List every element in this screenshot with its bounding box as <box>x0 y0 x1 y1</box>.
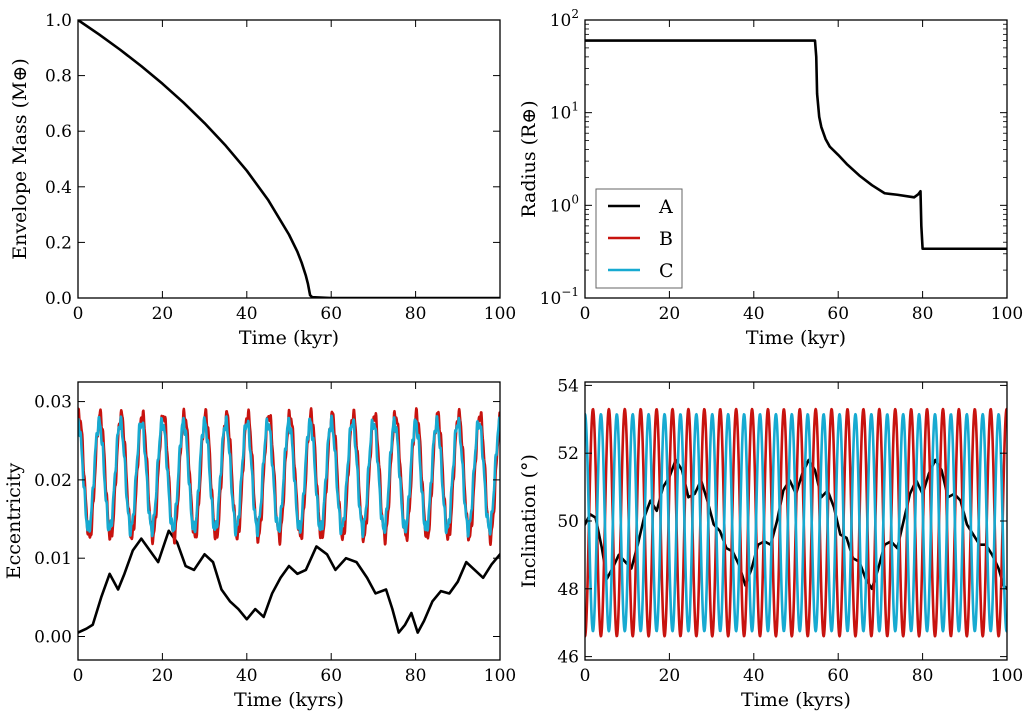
x-tick-label: 80 <box>912 304 934 324</box>
x-tick-label: 0 <box>73 666 84 686</box>
x-tick-label: 20 <box>659 304 681 324</box>
y-tick-label: 0.2 <box>45 233 72 253</box>
x-tick-label: 60 <box>827 304 849 324</box>
y-tick-label: 0.6 <box>45 122 72 142</box>
y-tick-label: 0.4 <box>45 178 72 198</box>
x-axis-label: Time (kyrs) <box>234 689 344 711</box>
y-tick-label: 46 <box>557 648 579 668</box>
panel-inclination: 0 20 40 60 80 100 46 48 50 52 54 Time (kyrs) Inclina… <box>518 376 1023 711</box>
series-A-line <box>78 20 500 298</box>
legend: ABC <box>595 188 683 289</box>
legend-label-A: A <box>658 196 673 218</box>
x-tick-label: 20 <box>152 666 174 686</box>
x-tick-label: 80 <box>405 666 427 686</box>
y-tick-label: 0.02 <box>34 471 72 491</box>
x-tick-label: 100 <box>991 304 1023 324</box>
x-tick-label: 100 <box>991 666 1023 686</box>
x-tick-label: 80 <box>912 666 934 686</box>
y-tick-label: 102 <box>550 7 579 31</box>
y-tick-label: 101 <box>550 100 579 124</box>
series-group <box>585 39 1007 251</box>
series-group <box>585 407 1007 638</box>
y-tick-label: 0.01 <box>34 549 72 569</box>
y-tick-label: 0.0 <box>45 289 72 309</box>
y-axis-label: Eccentricity <box>3 462 25 579</box>
y-axis-label: Radius (R⊕) <box>518 100 540 217</box>
x-axis-label: Time (kyr) <box>746 327 846 349</box>
x-tick-label: 0 <box>580 304 591 324</box>
series-A-line <box>78 529 500 634</box>
x-axis-label: Time (kyr) <box>239 327 339 349</box>
series-A-line <box>585 39 1007 251</box>
y-tick-label: 52 <box>557 444 579 464</box>
x-tick-label: 60 <box>320 666 342 686</box>
x-tick-label: 0 <box>73 304 84 324</box>
x-tick-label: 20 <box>659 666 681 686</box>
legend-label-C: C <box>659 260 674 282</box>
y-axis-label: Inclination (°) <box>518 454 540 588</box>
series-group <box>78 407 500 634</box>
plot-frame <box>77 381 501 661</box>
x-tick-label: 0 <box>580 666 591 686</box>
x-tick-label: 40 <box>743 666 765 686</box>
x-axis-label: Time (kyrs) <box>741 689 851 711</box>
y-tick-label: 48 <box>557 580 579 600</box>
panel-eccentricity: 0 20 40 60 80 100 0.00 0.01 0.02 0.03 Time (kyrs) E… <box>3 381 516 711</box>
x-tick-label: 40 <box>236 304 258 324</box>
x-tick-label: 60 <box>827 666 849 686</box>
plot-frame <box>584 19 1008 299</box>
x-tick-label: 100 <box>484 304 516 324</box>
y-tick-label: 54 <box>557 376 579 396</box>
y-tick-label: 1.0 <box>45 11 72 31</box>
y-tick-label: 10−1 <box>540 285 579 309</box>
x-tick-label: 40 <box>236 666 258 686</box>
series-group <box>78 20 500 298</box>
panel-radius: 0 20 40 60 80 100 10−1 100 101 102 Time (kyr) Radiu… <box>518 7 1023 349</box>
series-C-line <box>78 414 500 539</box>
x-tick-label: 100 <box>484 666 516 686</box>
legend-label-B: B <box>659 228 673 250</box>
x-tick-label: 80 <box>405 304 427 324</box>
y-tick-label: 0.00 <box>34 628 72 648</box>
y-tick-label: 100 <box>550 192 579 216</box>
y-tick-label: 50 <box>557 512 579 532</box>
x-tick-label: 20 <box>152 304 174 324</box>
y-axis-label: Envelope Mass (M⊕) <box>9 58 31 260</box>
x-tick-label: 60 <box>320 304 342 324</box>
plot-frame <box>77 19 501 299</box>
y-tick-label: 0.8 <box>45 67 72 87</box>
series-C-line <box>585 412 1007 633</box>
y-tick-label: 0.03 <box>34 393 72 413</box>
panel-envelope-mass: 0 20 40 60 80 100 0.0 0.2 0.4 0.6 0.8 1.0 Time (kyr)… <box>9 11 516 349</box>
x-tick-label: 40 <box>743 304 765 324</box>
